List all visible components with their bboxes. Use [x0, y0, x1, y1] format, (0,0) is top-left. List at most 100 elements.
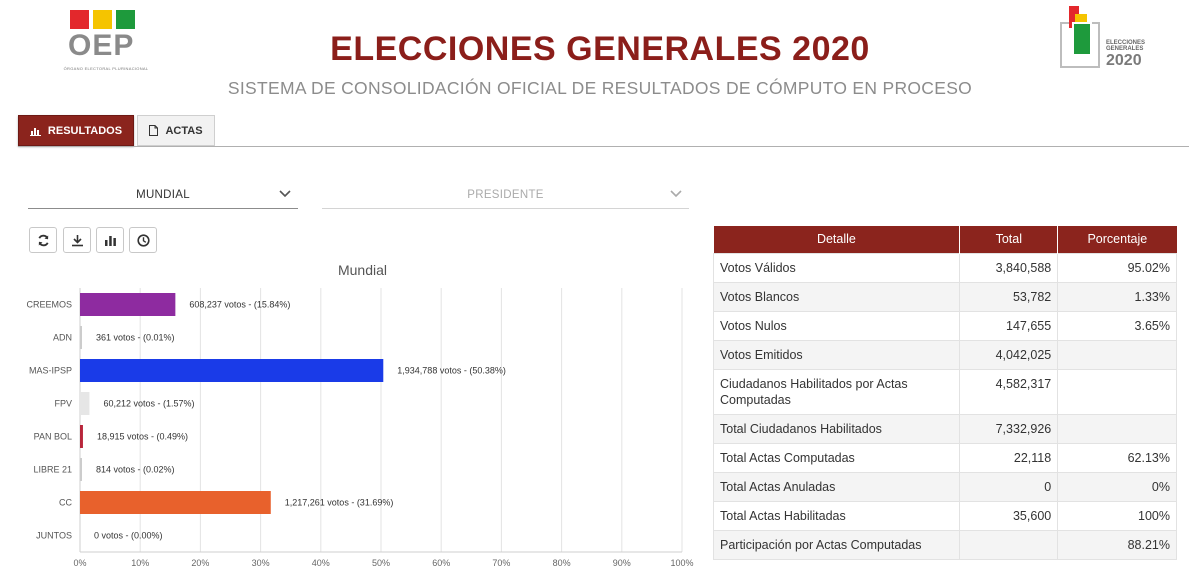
logo-yellow-square — [93, 10, 112, 29]
tab-actas[interactable]: ACTAS — [137, 115, 215, 146]
cell-total: 22,118 — [959, 442, 1059, 473]
cell-detalle: Participación por Actas Computadas — [712, 529, 961, 560]
data-label: 608,237 votos - (15.84%) — [189, 300, 290, 310]
download-button[interactable] — [63, 227, 91, 253]
logo-subtext: ÓRGANO ELECTORAL PLURINACIONAL — [63, 66, 149, 71]
category-label: CREEMOS — [26, 300, 72, 310]
chevron-down-icon — [670, 190, 682, 198]
scope-select[interactable]: MUNDIAL — [28, 182, 298, 209]
clock-icon — [136, 233, 150, 247]
cell-porcentaje — [1057, 413, 1177, 444]
header-total: Total — [959, 226, 1059, 253]
x-tick-label: 30% — [252, 558, 270, 568]
data-label: 1,934,788 votos - (50.38%) — [397, 366, 506, 376]
cell-total: 7,332,926 — [959, 413, 1059, 444]
x-tick-label: 20% — [191, 558, 209, 568]
cell-detalle: Total Actas Anuladas — [712, 471, 961, 502]
cell-total — [959, 529, 1059, 560]
logo-year: 2020 — [1106, 52, 1142, 69]
header-porcentaje: Porcentaje — [1057, 226, 1177, 253]
bar[interactable] — [80, 293, 176, 316]
table-header-row: Detalle Total Porcentaje — [713, 226, 1177, 253]
document-icon — [149, 125, 159, 136]
cell-porcentaje: 62.13% — [1057, 442, 1177, 473]
cell-porcentaje: 1.33% — [1057, 281, 1177, 312]
refresh-icon — [37, 234, 49, 246]
table-row: Votos Válidos 3,840,588 95.02% — [712, 252, 1177, 283]
cell-total: 0 — [959, 471, 1059, 502]
history-button[interactable] — [129, 227, 157, 253]
data-label: 361 votos - (0.01%) — [96, 333, 175, 343]
tab-resultados-label: RESULTADOS — [47, 124, 123, 137]
table-row: Total Actas Computadas 22,118 62.13% — [712, 442, 1177, 473]
table-row: Ciudadanos Habilitados por Actas Computa… — [712, 368, 1177, 415]
logo-red-block — [1069, 6, 1079, 28]
x-tick-label: 90% — [613, 558, 631, 568]
bar[interactable] — [80, 326, 82, 349]
cell-detalle: Votos Válidos — [712, 252, 961, 283]
x-tick-label: 50% — [372, 558, 390, 568]
cell-detalle: Ciudadanos Habilitados por Actas Computa… — [712, 368, 961, 415]
bar-chart-icon — [29, 127, 41, 136]
bar[interactable] — [80, 491, 271, 514]
bar[interactable] — [80, 392, 90, 415]
x-tick-label: 80% — [553, 558, 571, 568]
download-icon — [71, 234, 83, 246]
cell-total: 53,782 — [959, 281, 1059, 312]
results-table: Detalle Total Porcentaje Votos Válidos 3,… — [712, 226, 1177, 560]
x-tick-label: 60% — [432, 558, 450, 568]
race-select-value: PRESIDENTE — [467, 189, 544, 201]
tab-resultados[interactable]: RESULTADOS — [18, 115, 134, 146]
bar-chart: 0% 10% 20% 30% 40% 50% 60% 70% 80% 90% 100% CREEMOS… — [26, 288, 694, 568]
chart-title: Mundial — [337, 262, 388, 278]
cell-total: 3,840,588 — [959, 252, 1059, 283]
bar[interactable] — [80, 425, 83, 448]
cell-detalle: Total Actas Computadas — [712, 442, 961, 473]
data-label: 60,212 votos - (1.57%) — [103, 399, 194, 409]
tab-divider — [18, 146, 1189, 147]
table-row: Participación por Actas Computadas 88.21% — [712, 529, 1177, 560]
bar[interactable] — [80, 359, 384, 382]
race-select[interactable]: PRESIDENTE — [322, 182, 689, 209]
category-label: PAN BOL — [34, 432, 72, 442]
header-detalle: Detalle — [713, 226, 961, 253]
x-tick-label: 0% — [73, 558, 86, 568]
category-label: FPV — [54, 399, 72, 409]
cell-porcentaje — [1057, 368, 1177, 415]
chart-type-button[interactable] — [96, 227, 124, 253]
table-row: Votos Nulos 147,655 3.65% — [712, 310, 1177, 341]
cell-porcentaje: 0% — [1057, 471, 1177, 502]
scope-select-value: MUNDIAL — [136, 189, 190, 201]
table-row: Total Actas Habilitadas 35,600 100% — [712, 500, 1177, 531]
cell-porcentaje: 100% — [1057, 500, 1177, 531]
oep-logo: OEP ÓRGANO ELECTORAL PLURINACIONAL — [56, 10, 156, 74]
table-row: Votos Blancos 53,782 1.33% — [712, 281, 1177, 312]
category-label: ADN — [53, 333, 72, 343]
logo-red-square — [70, 10, 89, 29]
data-label: 814 votos - (0.02%) — [96, 465, 175, 475]
refresh-button[interactable] — [29, 227, 57, 253]
data-label: 18,915 votos - (0.49%) — [97, 432, 188, 442]
cell-total: 4,582,317 — [959, 368, 1059, 415]
category-label: JUNTOS — [36, 531, 72, 541]
cell-total: 35,600 — [959, 500, 1059, 531]
x-tick-label: 100% — [670, 558, 693, 568]
category-label: MAS-IPSP — [29, 366, 72, 376]
logo-green-square — [116, 10, 135, 29]
page-subtitle: SISTEMA DE CONSOLIDACIÓN OFICIAL DE RESU… — [227, 78, 973, 98]
logo-green-block — [1072, 22, 1092, 56]
category-label: CC — [59, 498, 72, 508]
cell-detalle: Total Ciudadanos Habilitados — [712, 413, 961, 444]
page-title: ELECCIONES GENERALES 2020 — [330, 30, 870, 68]
elecciones-logo: ELECCIONES GENERALES 2020 — [1060, 6, 1160, 70]
cell-total: 4,042,025 — [959, 339, 1059, 370]
chevron-down-icon — [279, 190, 291, 198]
cell-porcentaje: 95.02% — [1057, 252, 1177, 283]
cell-porcentaje: 3.65% — [1057, 310, 1177, 341]
cell-total: 147,655 — [959, 310, 1059, 341]
x-tick-label: 40% — [312, 558, 330, 568]
data-label: 0 votos - (0.00%) — [94, 531, 163, 541]
table-row: Total Ciudadanos Habilitados 7,332,926 — [712, 413, 1177, 444]
category-label: LIBRE 21 — [33, 465, 72, 475]
bar[interactable] — [80, 458, 82, 481]
